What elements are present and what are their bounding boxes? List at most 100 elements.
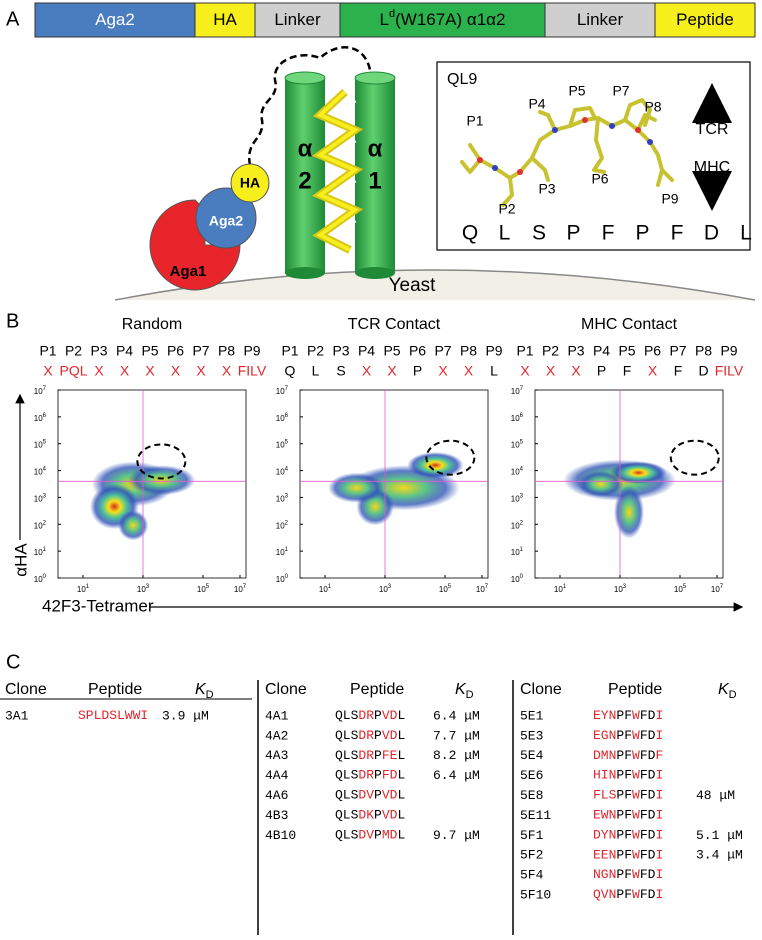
clone-id: 5E4 <box>520 748 544 763</box>
density-cloud <box>118 510 149 541</box>
tick-base: 10 <box>439 585 448 594</box>
aga1-label: Aga1 <box>170 263 207 280</box>
segment-text: Linker <box>577 10 624 29</box>
peptide-segment: P <box>374 768 382 783</box>
peptide-segment: FD <box>640 828 656 843</box>
aga1-shape <box>149 199 241 291</box>
segment-text: Peptide <box>676 10 734 29</box>
sequence-letter: Q <box>462 222 478 245</box>
mhc-label: MHC <box>694 159 730 176</box>
peptide-segment: W <box>632 868 640 883</box>
peptide-seq: DMNPFWFDF <box>593 748 663 763</box>
ha-label: HA <box>240 175 260 191</box>
tick-exp: 1 <box>43 547 47 553</box>
peptide-segment: QVN <box>593 888 616 903</box>
aga2-label: Aga2 <box>209 213 243 229</box>
residue: F <box>674 363 683 379</box>
residue: P <box>597 363 606 379</box>
residue: Q <box>285 363 296 379</box>
tcr-label: TCR <box>696 121 729 138</box>
tick-base: 10 <box>34 575 43 584</box>
clone-id: 5E6 <box>520 768 543 783</box>
helix-label: α <box>368 135 383 162</box>
peptide-segment: L <box>397 708 405 723</box>
clone-id: 5F10 <box>520 888 551 903</box>
tick-exp: 7 <box>285 386 289 392</box>
construct-segment <box>544 2 656 38</box>
plot-title: Random <box>122 316 182 333</box>
x-tick-label: 103 <box>137 584 150 595</box>
residue: X <box>464 363 474 379</box>
residue: D <box>698 363 708 379</box>
atoms <box>477 117 653 175</box>
position-header: P9 <box>720 343 737 359</box>
peptide-seq: QLSDVPMDL <box>335 828 405 843</box>
position-header: P5 <box>618 343 635 359</box>
peptide-segment: DV <box>358 828 374 843</box>
position-label: P7 <box>612 83 629 99</box>
tick-exp: 4 <box>285 466 289 472</box>
tick-exp: 3 <box>285 493 289 499</box>
x-tick-label: 105 <box>674 584 687 595</box>
construct-segment <box>194 2 256 38</box>
tick-base: 10 <box>276 468 285 477</box>
clone-id: 5E1 <box>520 708 544 723</box>
sequence-letter: F <box>602 222 615 245</box>
x-tick-label: 101 <box>319 584 332 595</box>
construct-segment <box>254 2 341 38</box>
inset-title: QL9 <box>447 71 477 88</box>
residue: F <box>623 363 632 379</box>
clone-id: 4A1 <box>265 708 289 723</box>
peptide-segment: W <box>632 728 640 743</box>
tick-exp: 1 <box>520 547 524 553</box>
x-tick-label: 107 <box>711 584 724 595</box>
residue: X <box>171 363 181 379</box>
peptide-seq: EENPFWFDI <box>593 848 663 863</box>
y-tick-label: 101 <box>34 547 47 558</box>
x-axis-label: 42F3-Tetramer <box>42 596 154 615</box>
y-tick-label: 105 <box>276 439 289 450</box>
peptide-segment: DR <box>358 728 374 743</box>
clone-id: 5F1 <box>520 828 544 843</box>
panel-label: C <box>6 651 20 673</box>
construct-label: Ld(W167A) α1α2 <box>380 8 506 30</box>
peptide-segment: P <box>374 708 382 723</box>
peptide-segment: QLS <box>335 808 359 823</box>
tick-base: 10 <box>276 575 285 584</box>
kd-subscript: D <box>206 689 214 701</box>
residue: FILV <box>238 363 267 379</box>
position-header: P6 <box>644 343 661 359</box>
header-clone: Clone <box>520 681 562 698</box>
y-tick-label: 103 <box>34 493 47 504</box>
peptide-segment: SPLDSLWWI <box>78 708 148 723</box>
peptide-segment: NGN <box>593 868 616 883</box>
tick-exp: 6 <box>520 412 524 418</box>
position-header: P8 <box>695 343 712 359</box>
tick-base: 10 <box>511 575 520 584</box>
peptide-segment: FLS <box>593 788 617 803</box>
peptide-seq: HINPFWFDI <box>593 768 663 783</box>
construct-label: Linker <box>274 10 321 29</box>
position-header: P3 <box>567 343 584 359</box>
header-peptide: Peptide <box>88 681 142 698</box>
y-tick-label: 107 <box>276 386 289 397</box>
kd-value: 9.7 μM <box>433 828 480 843</box>
tick-exp: 4 <box>520 466 524 472</box>
peptide-segment: PF <box>616 728 632 743</box>
segment-rest: (W167A) α1α2 <box>395 10 505 29</box>
peptide-segment: QLS <box>335 708 359 723</box>
aga2-shape <box>195 187 257 249</box>
tick-base: 10 <box>711 585 720 594</box>
peptide-segment: I <box>655 708 663 723</box>
kd-subscript: D <box>466 689 474 701</box>
peptide-segment: W <box>632 888 640 903</box>
helix-label: 2 <box>298 167 311 194</box>
position-header: P4 <box>116 343 133 359</box>
peptide-segment: L <box>397 768 405 783</box>
peptide-segment: PF <box>616 768 632 783</box>
tick-base: 10 <box>34 468 43 477</box>
peptide-segment: MD <box>382 828 398 843</box>
tick-base: 10 <box>276 521 285 530</box>
peptide-seq: QLSDRPFEL <box>335 748 405 763</box>
